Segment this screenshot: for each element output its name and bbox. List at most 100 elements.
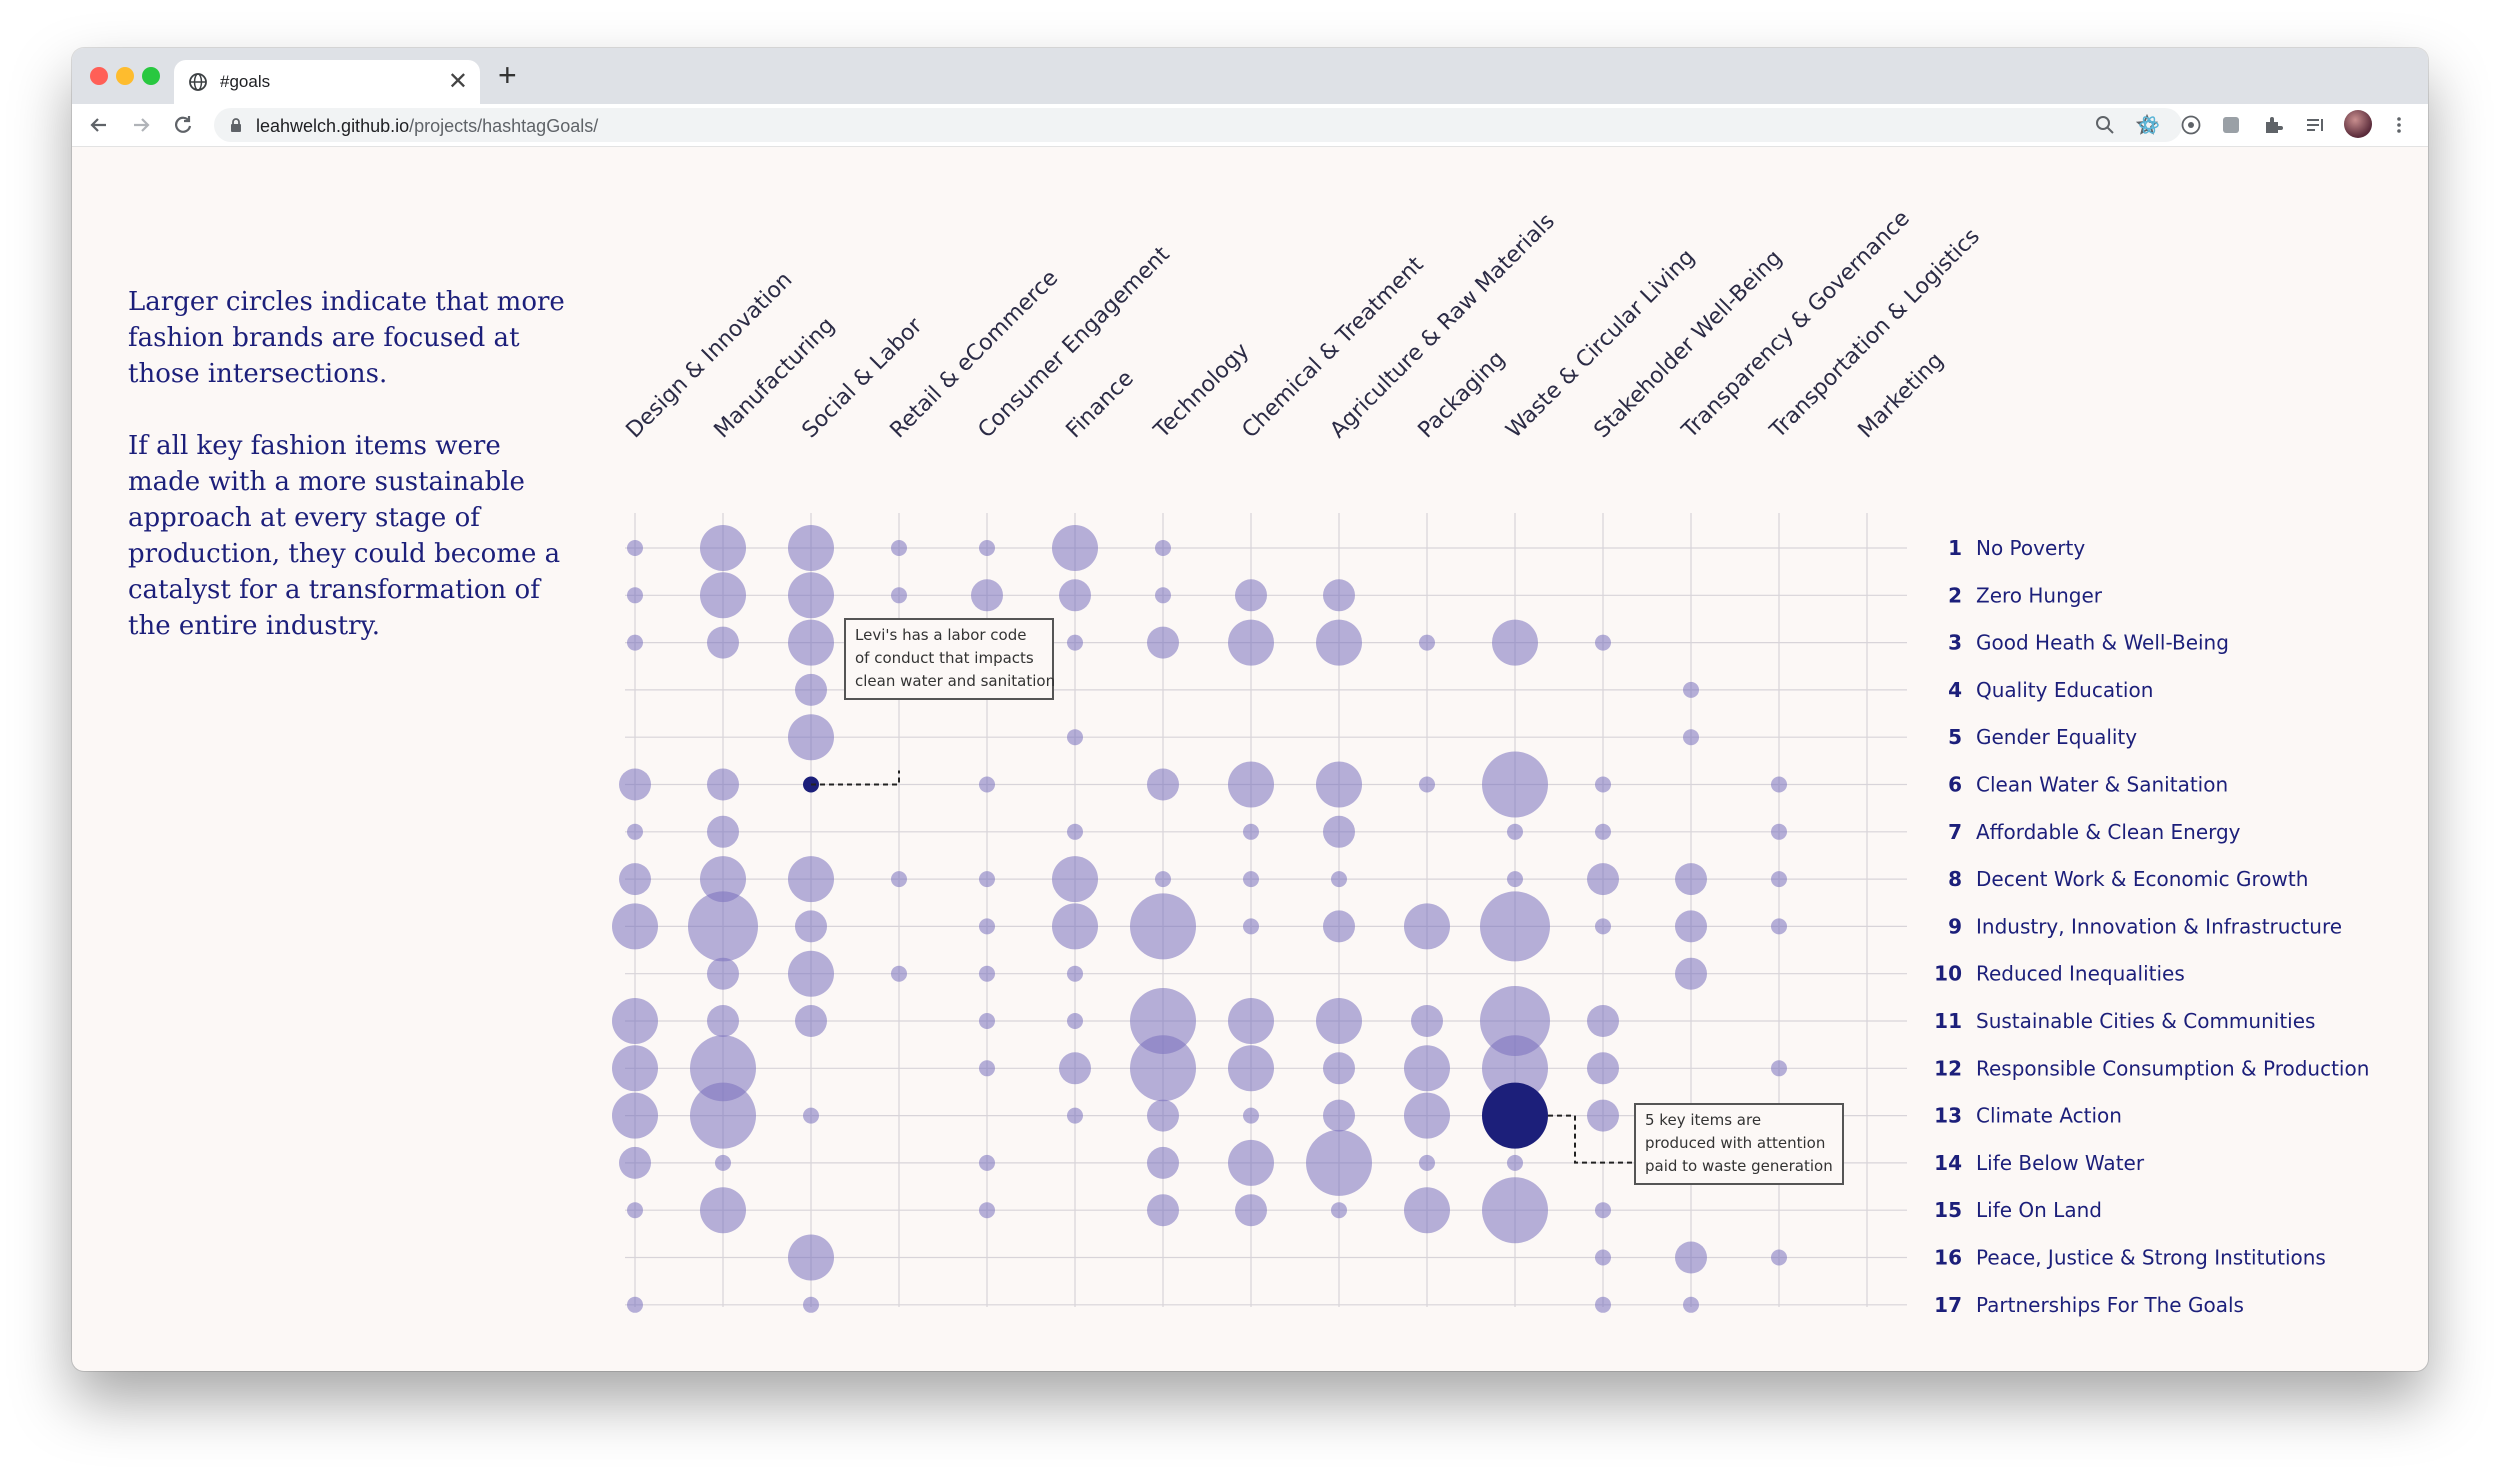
close-tab-icon[interactable]: ✕: [447, 68, 468, 95]
bubble: [1323, 579, 1355, 612]
bubble: [1683, 729, 1699, 746]
url-text: leahwelch.github.io/projects/hashtagGoal…: [256, 116, 598, 137]
row-number: 12: [1934, 1056, 1962, 1080]
back-arrow-icon[interactable]: [86, 112, 112, 138]
column-label: Design & Innovation: [622, 267, 798, 443]
more-menu-icon[interactable]: [2388, 114, 2410, 136]
bubble: [1419, 776, 1435, 793]
callout-box: [844, 618, 1054, 700]
bubble: [612, 1092, 658, 1139]
bubble: [1147, 768, 1179, 801]
bubble: [1243, 871, 1259, 888]
globe-icon: [189, 73, 207, 91]
bubble: [1130, 988, 1196, 1054]
callout-leader-line: [811, 770, 900, 786]
bubble: [788, 525, 834, 571]
bubble: [627, 540, 643, 556]
bubble: [1323, 815, 1355, 848]
bubble: [1235, 579, 1267, 612]
bubble: [971, 579, 1003, 612]
bubble: [788, 950, 834, 997]
row-label: Decent Work & Economic Growth: [1976, 867, 2308, 891]
intro-text: Larger circles indicate that more fashio…: [128, 284, 568, 680]
bubble: [1130, 893, 1196, 960]
bubble: [1052, 856, 1098, 903]
bubble: [700, 1187, 746, 1234]
extension-square-icon[interactable]: [2220, 114, 2242, 136]
url-host: leahwelch.github.io: [256, 116, 410, 136]
bubble: [1316, 619, 1362, 666]
row-number: 2: [1948, 583, 1962, 607]
bubble: [1595, 1249, 1611, 1266]
bubble: [1771, 1249, 1787, 1266]
row-number: 1: [1948, 536, 1962, 560]
bubble: [1595, 634, 1611, 651]
bubble: [1492, 619, 1538, 666]
close-window-button[interactable]: [90, 67, 108, 85]
reading-list-icon[interactable]: [2304, 114, 2326, 136]
maximize-window-button[interactable]: [142, 67, 160, 85]
bubble: [707, 957, 739, 990]
column-label: Finance: [1062, 366, 1139, 443]
bubble: [1067, 1013, 1083, 1029]
bubble: [1675, 1241, 1707, 1274]
react-extension-icon[interactable]: [2138, 114, 2160, 136]
bubble: [627, 1296, 643, 1313]
row-label: No Poverty: [1976, 536, 2085, 560]
bubble: [1675, 863, 1707, 896]
callout-text: clean water and sanitation: [855, 672, 1055, 690]
bubble: [1052, 903, 1098, 950]
bubble: [612, 998, 658, 1044]
row-number: 8: [1948, 867, 1962, 891]
bubble: [1587, 1052, 1619, 1085]
bubble: [1331, 1202, 1347, 1219]
browser-tab[interactable]: #goals ✕: [174, 60, 480, 104]
new-tab-button[interactable]: +: [498, 57, 517, 93]
bubble: [1587, 1099, 1619, 1132]
bubble: [1507, 823, 1523, 840]
column-label: Technology: [1149, 338, 1255, 444]
puzzle-extensions-icon[interactable]: [2262, 114, 2284, 136]
column-label: Marketing: [1854, 348, 1949, 443]
bubble: [1771, 776, 1787, 793]
row-number: 5: [1948, 725, 1962, 749]
bubble: [1482, 1035, 1548, 1102]
bubble: [1235, 1194, 1267, 1227]
bubble: [1067, 1107, 1083, 1124]
bubble: [1683, 681, 1699, 698]
bubble: [1130, 1035, 1196, 1102]
extension-circle-icon[interactable]: [2180, 114, 2202, 136]
row-number: 15: [1934, 1198, 1962, 1222]
bubble: [612, 903, 658, 950]
reload-icon[interactable]: [170, 112, 196, 138]
bubble: [1243, 823, 1259, 840]
bubble: [1675, 957, 1707, 990]
row-label: Affordable & Clean Energy: [1976, 820, 2241, 844]
bubble: [1059, 579, 1091, 612]
bubble: [1404, 903, 1450, 950]
profile-avatar[interactable]: [2344, 110, 2372, 138]
address-bar[interactable]: leahwelch.github.io/projects/hashtagGoal…: [214, 108, 2182, 142]
row-number: 13: [1934, 1104, 1962, 1128]
bubble: [1595, 918, 1611, 935]
bubble: [619, 863, 651, 896]
callout-text: produced with attention: [1645, 1134, 1825, 1152]
bubble: [1683, 1296, 1699, 1313]
bubble: [891, 871, 907, 888]
minimize-window-button[interactable]: [116, 67, 134, 85]
row-label: Clean Water & Sanitation: [1976, 773, 2228, 797]
bubble: [1480, 891, 1550, 962]
bubble: [1052, 525, 1098, 571]
bubble: [619, 768, 651, 801]
forward-arrow-icon[interactable]: [128, 112, 154, 138]
bubble: [788, 572, 834, 619]
bubble: [1482, 751, 1548, 818]
bubble: [891, 965, 907, 982]
row-label: Gender Equality: [1976, 725, 2137, 749]
row-number: 14: [1934, 1151, 1962, 1175]
zoom-icon[interactable]: [2094, 114, 2116, 136]
bubble: [1228, 998, 1274, 1044]
bubble: [1243, 918, 1259, 935]
bubble: [788, 714, 834, 761]
lock-icon: [231, 118, 241, 132]
